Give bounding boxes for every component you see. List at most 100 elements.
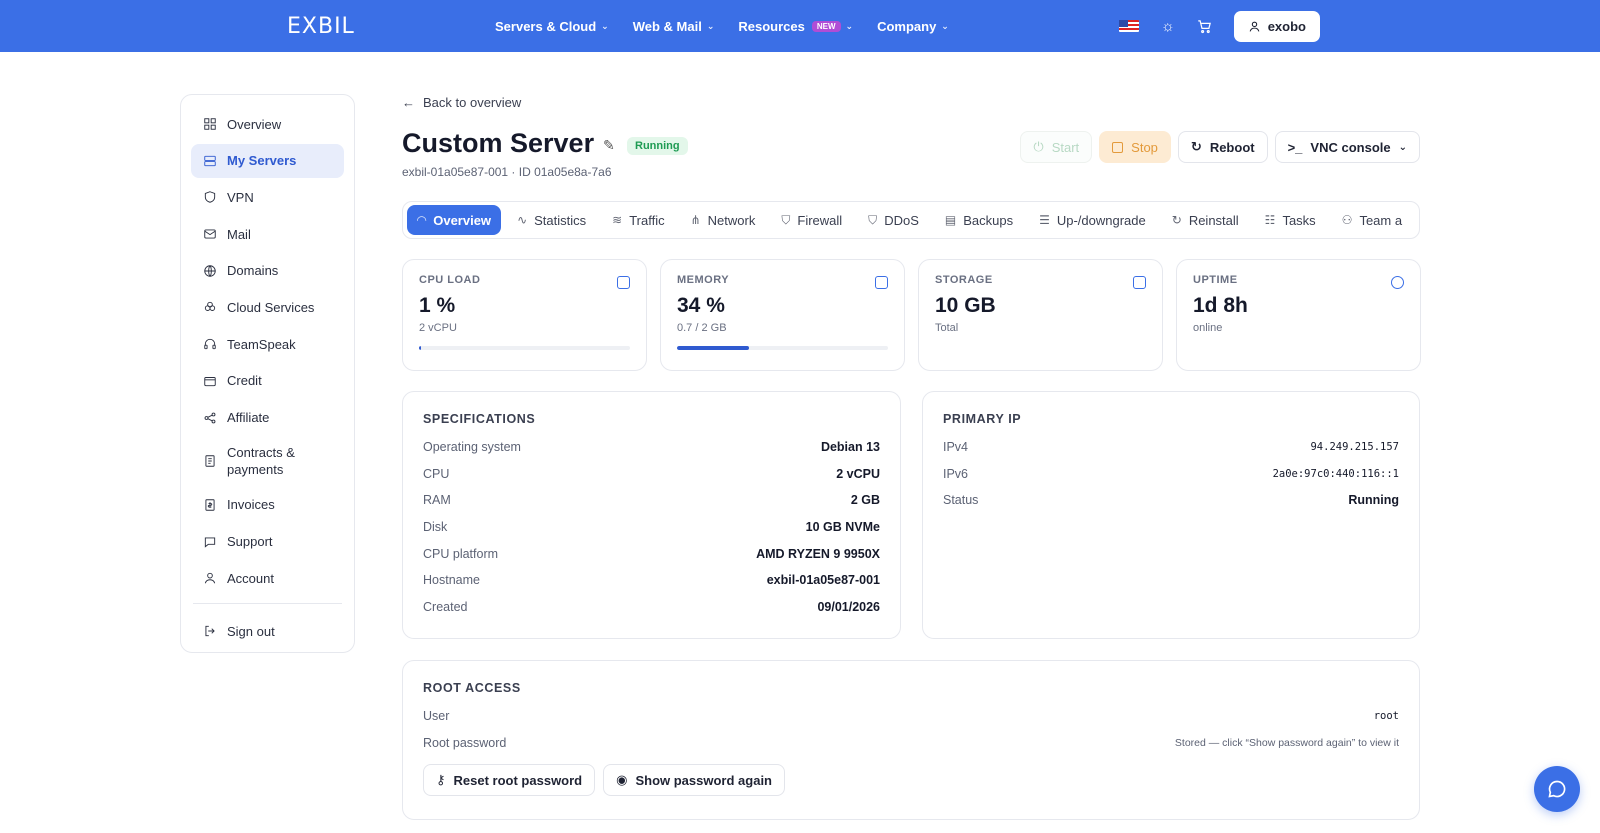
sidebar: Overview My Servers VPN Mail Domains Clo… (180, 94, 355, 653)
memory-card: MEMORY 34 % 0.7 / 2 GB (660, 259, 905, 371)
arrow-left-icon: ← (402, 95, 415, 110)
shield-icon (204, 191, 216, 204)
users-icon: ⚇ (1341, 213, 1353, 227)
reset-root-password-button[interactable]: ⚷ Reset root password (423, 764, 596, 797)
logout-icon (205, 626, 215, 637)
tab-network[interactable]: ⋔ Network (690, 212, 756, 228)
nav-right: ☼ exobo (1118, 0, 1320, 52)
shield-icon: ⛉ (781, 212, 791, 227)
sun-icon[interactable]: ☼ (1160, 17, 1175, 35)
logo[interactable]: EXBIL (287, 14, 355, 39)
sidebar-item-mail[interactable]: Mail (191, 217, 344, 251)
page-title: Custom Server (402, 128, 595, 158)
user-icon (204, 573, 216, 584)
tab-firewall[interactable]: ⛉ Firewall (781, 212, 843, 228)
show-password-button[interactable]: ◉ Show password again (603, 764, 785, 797)
power-icon: ⏻ (1033, 139, 1044, 154)
root-user-row: User root (423, 709, 1399, 724)
sidebar-item-teamspeak[interactable]: TeamSpeak (191, 327, 344, 361)
chevron-down-icon: ⌄ (941, 20, 949, 31)
terminal-icon: >_ (1287, 139, 1303, 155)
nav-company[interactable]: Company ⌄ (877, 18, 949, 34)
tab-overview[interactable]: ◠ Overview (407, 205, 502, 235)
us-flag-icon[interactable] (1118, 20, 1139, 32)
back-to-overview-link[interactable]: ← Back to overview (402, 95, 522, 110)
memory-icon (875, 276, 888, 289)
ip-row: IPv4 94.249.215.157 (943, 440, 1399, 455)
ip-row: Status Running (943, 493, 1399, 508)
cpu-progress-fill (419, 346, 422, 350)
new-badge: NEW (811, 20, 841, 32)
tab-reinstall[interactable]: ↻ Reinstall (1171, 212, 1239, 228)
tab-team-access[interactable]: ⚇ Team a (1341, 212, 1403, 228)
nav-resources[interactable]: Resources NEW ⌄ (738, 18, 854, 34)
cloud-icon (204, 302, 216, 312)
pencil-icon[interactable]: ✎ (603, 137, 615, 153)
sidebar-item-account[interactable]: Account (191, 561, 344, 595)
sidebar-item-vpn[interactable]: VPN (191, 180, 344, 214)
sidebar-item-contracts[interactable]: Contracts & payments (191, 437, 344, 485)
server-tabs: ◠ Overview ∿ Statistics ≋ Traffic ⋔ Network … (402, 201, 1420, 239)
chevron-down-icon: ⌄ (706, 20, 715, 31)
sliders-icon: ☰ (1039, 213, 1050, 227)
cart-icon[interactable] (1197, 19, 1212, 34)
clock-icon (1391, 276, 1404, 289)
uptime-card: UPTIME 1d 8h online (1176, 259, 1421, 371)
spec-row: RAM 2 GB (423, 493, 880, 508)
root-actions: ⚷ Reset root password ◉ Show password agai… (423, 764, 1399, 797)
spec-row: Disk 10 GB NVMe (423, 520, 880, 535)
spec-row: CPU platform AMD RYZEN 9 9950X (423, 546, 880, 561)
hard-drive-icon (1133, 276, 1146, 289)
user-menu-button[interactable]: exobo (1233, 10, 1320, 42)
chevron-down-icon: ⌄ (1398, 141, 1407, 153)
reboot-button[interactable]: ↻ Reboot (1177, 131, 1268, 163)
mail-icon (204, 229, 216, 239)
headset-icon (204, 339, 216, 350)
tab-backups[interactable]: ▤ Backups (944, 212, 1014, 228)
grid-icon (204, 118, 216, 130)
sidebar-item-sign-out[interactable]: Sign out (191, 614, 344, 648)
sidebar-item-cloud-services[interactable]: Cloud Services (191, 290, 344, 324)
memory-progress-bar (677, 346, 888, 350)
sidebar-divider (193, 603, 342, 605)
sidebar-item-my-servers[interactable]: My Servers (191, 143, 344, 178)
sidebar-item-overview[interactable]: Overview (191, 107, 344, 141)
specifications-panel: SPECIFICATIONS Operating system Debian 13… (402, 391, 901, 639)
eye-icon: ◉ (616, 772, 628, 788)
cpu-progress-bar (419, 346, 630, 350)
server-actions: ⏻ Start Stop ↻ Reboot >_ VNC console ⌄ (1020, 131, 1420, 163)
start-button[interactable]: ⏻ Start (1020, 131, 1093, 163)
nav-servers-cloud[interactable]: Servers & Cloud ⌄ (495, 18, 609, 34)
main-nav: Servers & Cloud ⌄ Web & Mail ⌄ Resources NE… (495, 0, 949, 52)
list-check-icon: ☷ (1264, 213, 1276, 227)
refresh-icon: ↻ (1171, 213, 1182, 227)
sidebar-item-invoices[interactable]: Invoices (191, 488, 344, 522)
tab-traffic[interactable]: ≋ Traffic (612, 212, 665, 228)
top-navbar: EXBIL Servers & Cloud ⌄ Web & Mail ⌄ Resou… (0, 0, 1600, 52)
sidebar-item-domains[interactable]: Domains (191, 254, 344, 288)
nav-web-mail[interactable]: Web & Mail ⌄ (632, 18, 715, 34)
spec-row: Hostname exbil-01a05e87-001 (423, 573, 880, 588)
chat-support-button[interactable] (1534, 766, 1580, 812)
refresh-icon: ↻ (1190, 139, 1202, 154)
cpu-load-card: CPU LOAD 1 % 2 vCPU (402, 259, 647, 371)
spec-row: Operating system Debian 13 (423, 440, 880, 455)
sidebar-item-affiliate[interactable]: Affiliate (191, 401, 344, 435)
tab-tasks[interactable]: ☷ Tasks (1264, 212, 1316, 228)
user-icon (1249, 21, 1260, 32)
spec-row: CPU 2 vCPU (423, 466, 880, 481)
vnc-console-button[interactable]: >_ VNC console ⌄ (1274, 131, 1420, 163)
tab-ddos[interactable]: ⛉ DDoS (868, 212, 919, 228)
key-icon: ⚷ (436, 772, 446, 788)
share-icon (204, 412, 216, 423)
stop-button[interactable]: Stop (1099, 131, 1171, 163)
chat-icon (204, 537, 216, 548)
status-badge: Running (627, 137, 688, 155)
spec-row: Created 09/01/2026 (423, 599, 880, 614)
sidebar-item-support[interactable]: Support (191, 525, 344, 559)
sidebar-item-credit[interactable]: Credit (191, 364, 344, 398)
server-identifier: exbil-01a05e87-001 · ID 01a05e8a-7a6 (402, 165, 612, 179)
tab-up-downgrade[interactable]: ☰ Up-/downgrade (1039, 212, 1146, 228)
tab-statistics[interactable]: ∿ Statistics (517, 212, 587, 228)
activity-icon: ∿ (517, 213, 528, 227)
